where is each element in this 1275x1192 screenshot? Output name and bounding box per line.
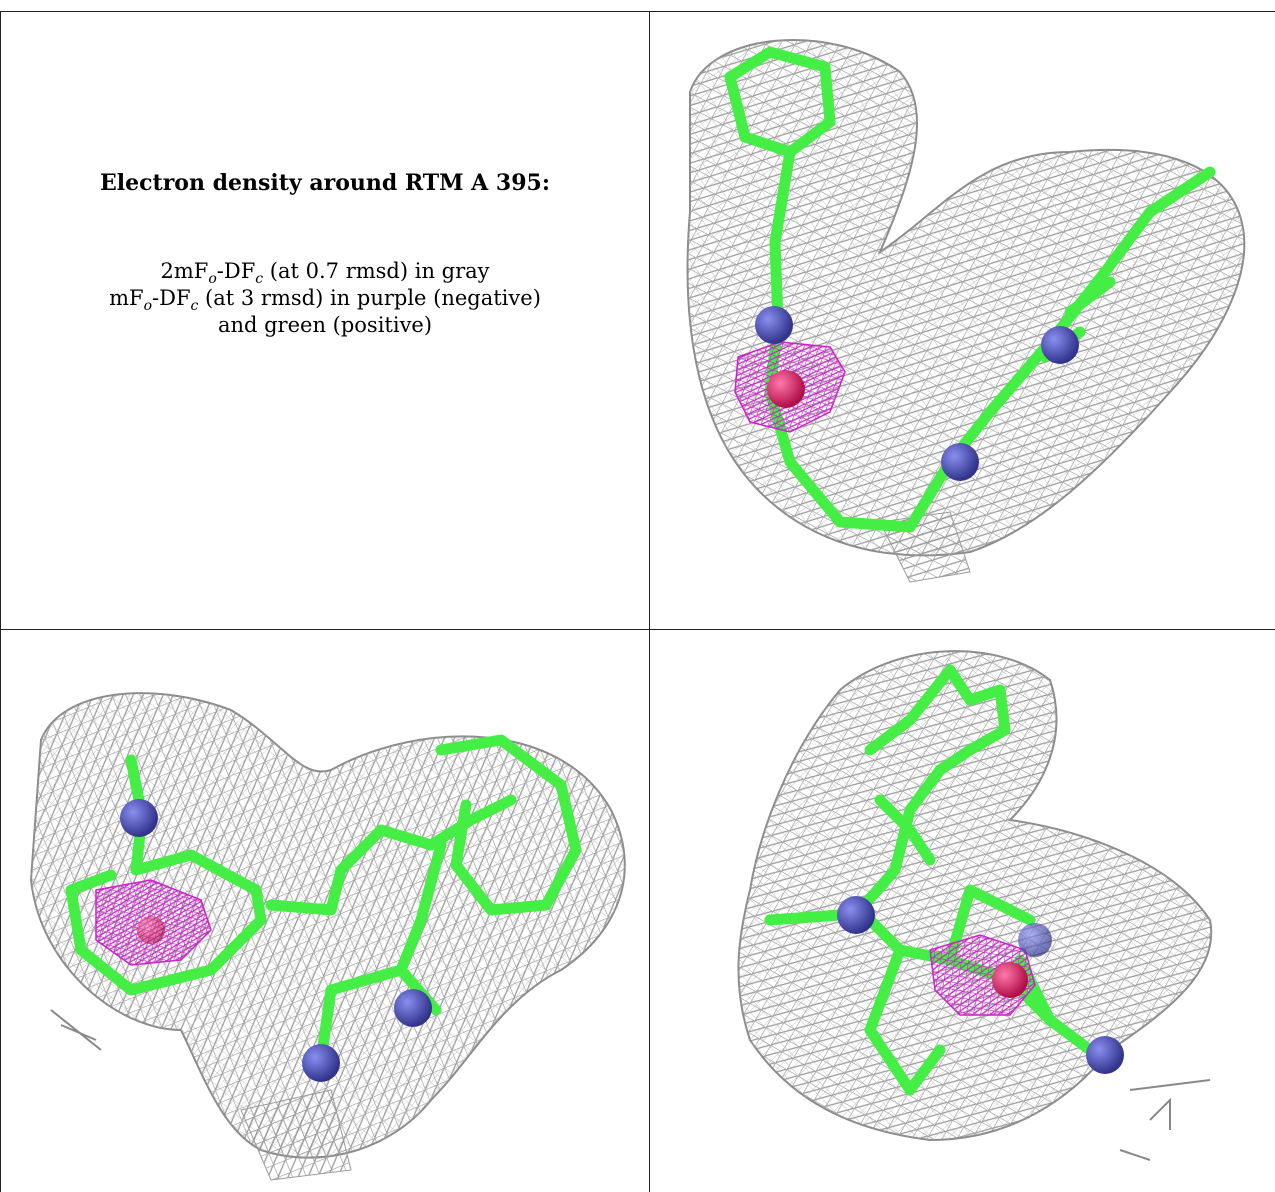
ligand-sticks bbox=[65, 734, 582, 1066]
nitrogen-atom bbox=[837, 896, 875, 934]
nitrogen-atom bbox=[302, 1044, 340, 1082]
density-view-2 bbox=[1, 630, 649, 1192]
nitrogen-atom bbox=[120, 799, 158, 837]
border-middle-horizontal bbox=[0, 629, 1275, 630]
atoms bbox=[837, 896, 1124, 1074]
density-render-1 bbox=[686, 39, 1246, 583]
caption-line-2: mFo-DFc (at 3 rmsd) in purple (negative) bbox=[109, 286, 541, 314]
nitrogen-atom bbox=[1086, 1036, 1124, 1074]
atoms bbox=[755, 306, 1079, 481]
nitrogen-atom bbox=[755, 306, 793, 344]
border-left bbox=[0, 11, 1, 1192]
nitrogen-atom bbox=[941, 443, 979, 481]
density-view-3 bbox=[650, 630, 1275, 1192]
oxygen-atom bbox=[767, 370, 805, 408]
border-middle-vertical bbox=[649, 11, 650, 1192]
caption-title: Electron density around RTM A 395: bbox=[100, 170, 550, 196]
gray-density-mesh bbox=[29, 692, 626, 1181]
caption-line-3: and green (positive) bbox=[217, 313, 433, 337]
density-render-3 bbox=[737, 650, 1213, 1161]
atoms bbox=[120, 799, 432, 1082]
caption-line-1: 2mFo-DFc (at 0.7 rmsd) in gray bbox=[160, 259, 490, 287]
caption-cell: Electron density around RTM A 395: 2mFo-… bbox=[1, 12, 649, 629]
nitrogen-atom bbox=[1018, 923, 1052, 957]
nitrogen-atom bbox=[1041, 326, 1079, 364]
density-render-2 bbox=[29, 692, 626, 1181]
oxygen-atom bbox=[137, 916, 165, 944]
gray-density-mesh bbox=[686, 39, 1246, 583]
oxygen-atom bbox=[992, 962, 1028, 998]
gray-density-mesh bbox=[737, 650, 1213, 1161]
caption: Electron density around RTM A 395: 2mFo-… bbox=[1, 170, 649, 339]
border-top bbox=[0, 11, 1275, 12]
density-view-1 bbox=[650, 12, 1275, 629]
nitrogen-atom bbox=[394, 989, 432, 1027]
